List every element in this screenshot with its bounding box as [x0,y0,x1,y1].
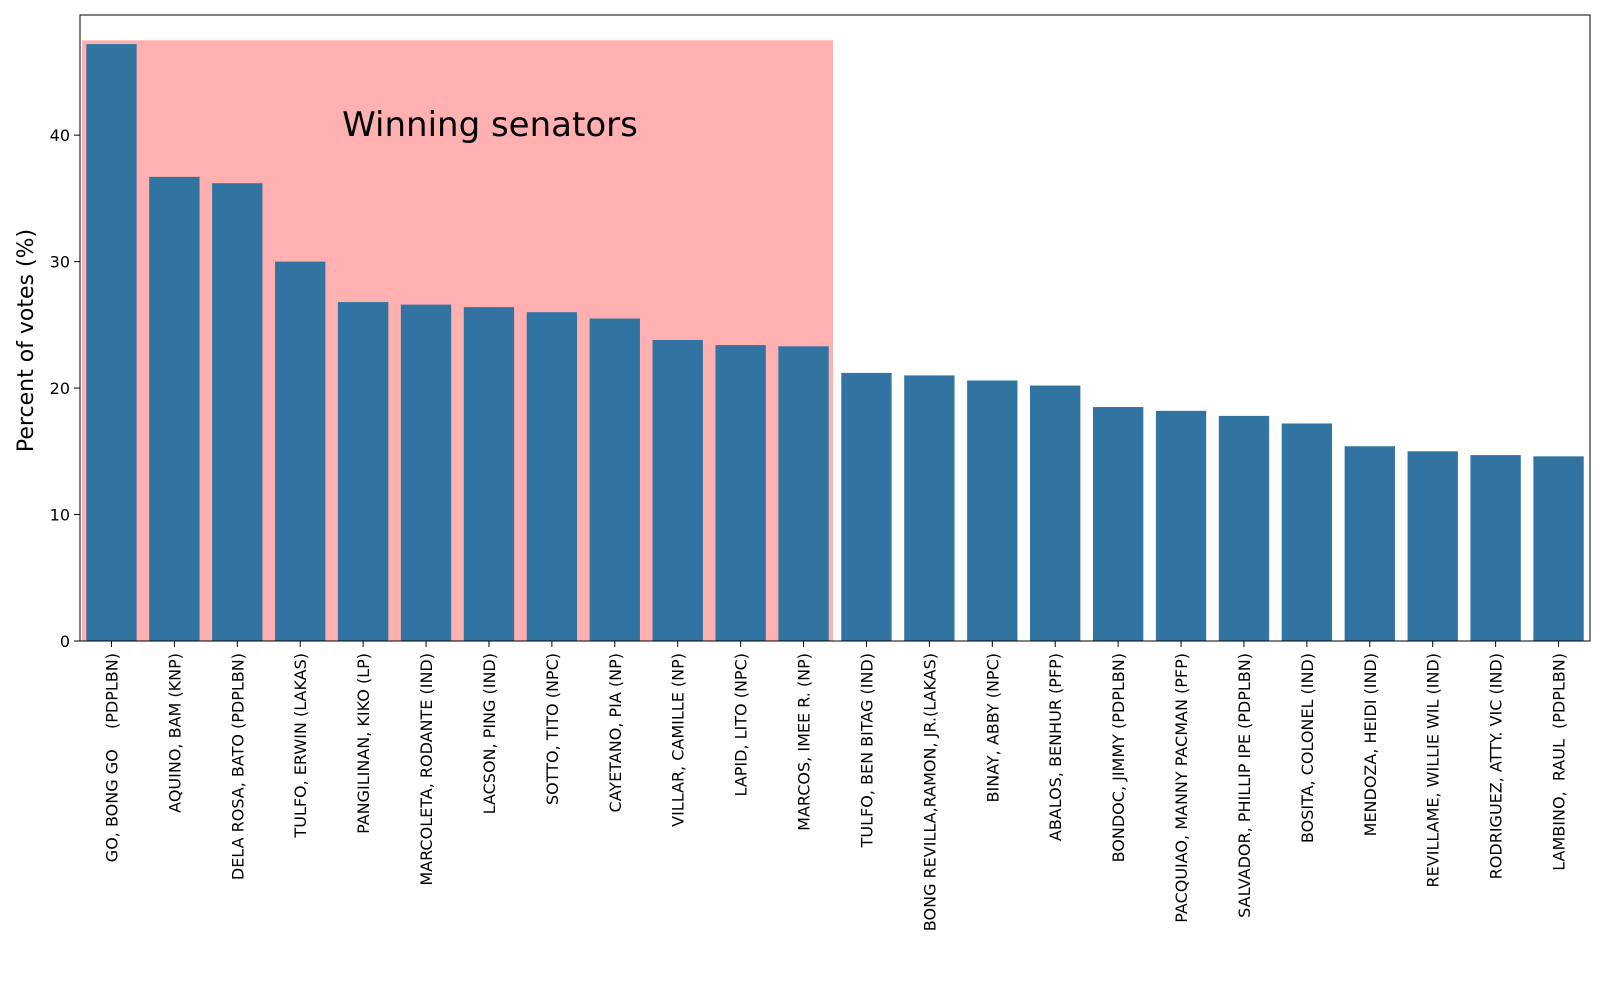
bar [86,44,137,642]
x-tick-label: LAMBINO, RAUL (PDPLBN) [1550,653,1569,871]
bar [652,340,703,641]
bar [526,312,578,641]
bar [463,307,515,641]
bar [1533,456,1584,641]
x-tick-label: BONDOC, JIMMY (PDPLBN) [1109,653,1128,862]
winning-senators-label: Winning senators [342,105,638,145]
x-tick-label: SOTTO, TITO (NPC) [543,653,562,805]
x-tick-label: BONG REVILLA,RAMON, JR.(LAKAS) [920,653,939,931]
bar [778,346,829,641]
bar [1470,455,1521,641]
x-tick-label: CAYETANO, PIA (NP) [606,653,625,812]
bar [1030,385,1081,641]
bar [1155,410,1207,641]
bar [841,372,892,641]
x-tick-label: MENDOZA, HEIDI (IND) [1361,653,1380,836]
x-tick-label: PACQUIAO, MANNY PACMAN (PFP) [1172,653,1191,923]
winning-senators-region [82,40,833,642]
x-tick-label: BOSITA, COLONEL (IND) [1298,653,1317,843]
bars-layer [86,44,1584,642]
y-tick-label: 0 [60,632,70,651]
bar [1344,446,1395,641]
x-tick-label: REVILLAME, WILLIE WIL (IND) [1424,653,1443,887]
bar [904,375,955,641]
x-tick-label: TULFO, ERWIN (LAKAS) [291,653,310,839]
y-axis-label: Percent of votes (%) [14,229,39,452]
x-tick-label: TULFO, BEN BITAG (IND) [857,653,876,848]
y-tick-label: 10 [50,506,70,525]
bar [1092,407,1144,641]
bar [275,261,326,641]
x-tick-label: LAPID, LITO (NPC) [732,653,751,796]
bar [715,345,766,641]
x-axis: GO, BONG GO (PDPLBN) AQUINO, BAM (KNP) DEL… [102,641,1569,931]
x-tick-label: LACSON, PING (IND) [480,653,499,814]
x-tick-label: DELA ROSA, BATO (PDPLBN) [228,653,247,880]
bar [337,302,389,641]
x-tick-label: SALVADOR, PHILLIP IPE (PDPLBN) [1235,653,1254,918]
x-tick-label: VILLAR, CAMILLE (NP) [669,653,688,827]
y-tick-label: 30 [50,253,70,272]
x-tick-label: BINAY, ABBY (NPC) [983,653,1002,802]
bar [400,304,452,641]
x-tick-label: GO, BONG GO (PDPLBN) [102,653,121,862]
x-tick-label: MARCOS, IMEE R. (NP) [795,653,814,831]
axes-frame [79,14,1591,642]
x-tick-label: ABALOS, BENHUR (PFP) [1046,653,1065,841]
bar [1407,451,1458,641]
y-axis: 0 10 20 30 40 [50,126,80,651]
x-tick-label: AQUINO, BAM (KNP) [165,653,184,813]
y-tick-label: 20 [50,379,70,398]
x-tick-label: PANGILINAN, KIKO (LP) [354,653,373,834]
x-tick-label: MARCOLETA, RODANTE (IND) [417,653,436,886]
bar [967,380,1018,641]
x-tick-label: RODRIGUEZ, ATTY. VIC (IND) [1487,653,1506,879]
bar [589,318,640,641]
y-tick-label: 40 [50,126,70,145]
bar [1218,415,1270,641]
bar [212,183,263,641]
bar [1281,423,1333,641]
bar [149,176,200,641]
